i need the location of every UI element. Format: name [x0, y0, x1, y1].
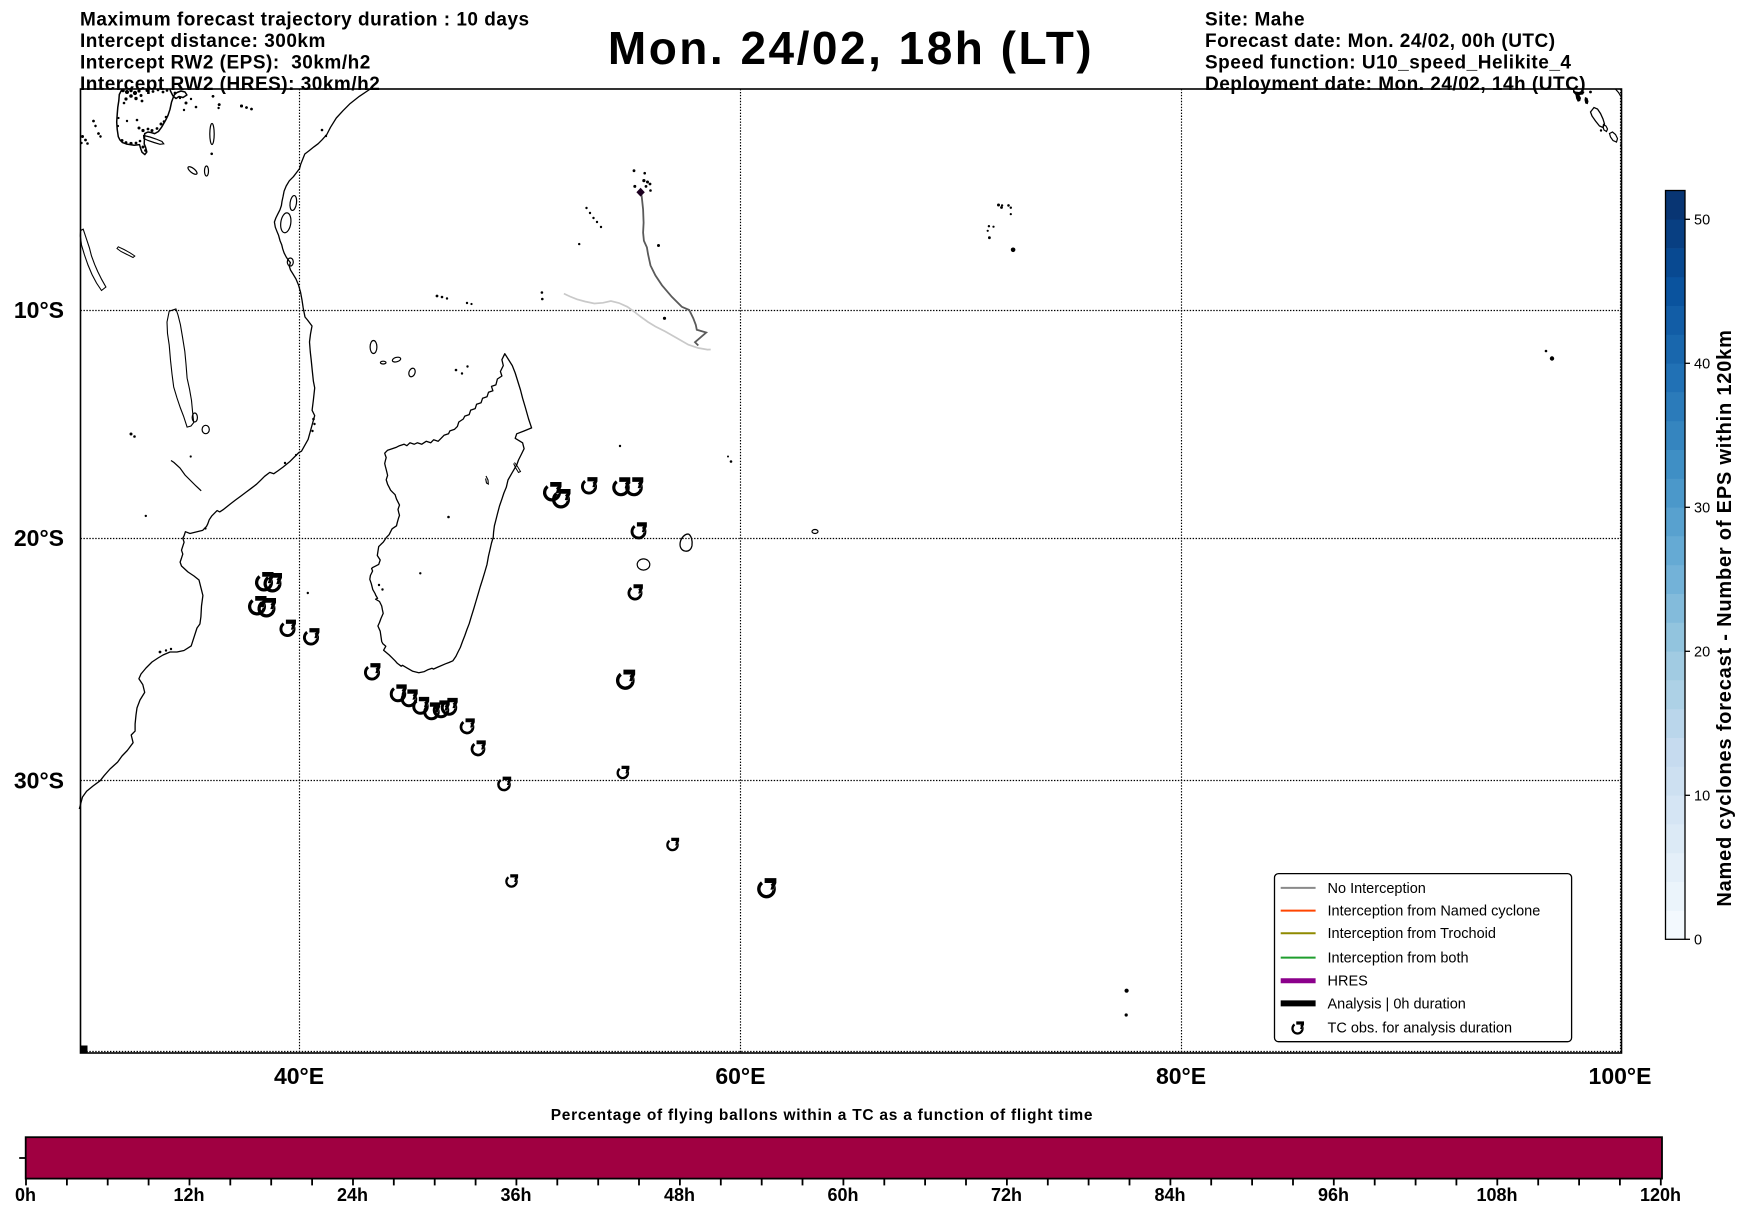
svg-text:24h: 24h	[337, 1185, 368, 1205]
svg-text:0: 0	[1694, 932, 1702, 948]
svg-text:96h: 96h	[1318, 1185, 1349, 1205]
svg-text:10: 10	[1694, 788, 1710, 804]
svg-text:TC obs. for analysis duration: TC obs. for analysis duration	[1328, 1021, 1513, 1037]
svg-text:0h: 0h	[15, 1185, 36, 1205]
svg-text:Forecast date: Mon. 24/02, 00h: Forecast date: Mon. 24/02, 00h (UTC)	[1205, 31, 1556, 52]
svg-text:40: 40	[1694, 356, 1710, 372]
svg-text:Speed function: U10_speed_Heli: Speed function: U10_speed_Helikite_4	[1205, 53, 1571, 74]
svg-text:40°E: 40°E	[274, 1063, 324, 1089]
svg-text:48h: 48h	[664, 1185, 695, 1205]
svg-text:100°E: 100°E	[1589, 1063, 1652, 1089]
svg-text:20°S: 20°S	[14, 525, 64, 551]
svg-text:60h: 60h	[827, 1185, 858, 1205]
svg-text:60°E: 60°E	[715, 1063, 765, 1089]
svg-text:80°E: 80°E	[1156, 1063, 1206, 1089]
svg-text:Named cyclones forecast - Numb: Named cyclones forecast - Number of EPS …	[1714, 329, 1736, 906]
svg-text:30°S: 30°S	[14, 768, 64, 794]
svg-text:Intercept RW2 (HRES): 30km/h2: Intercept RW2 (HRES): 30km/h2	[80, 74, 380, 95]
svg-text:36h: 36h	[500, 1185, 531, 1205]
svg-text:Interception from Named cyclon: Interception from Named cyclone	[1328, 904, 1541, 920]
svg-text:Interception from both: Interception from both	[1328, 951, 1469, 967]
svg-text:No Interception: No Interception	[1328, 881, 1426, 897]
svg-text:108h: 108h	[1476, 1185, 1517, 1205]
svg-text:Mon. 24/02, 18h (LT): Mon. 24/02, 18h (LT)	[608, 22, 1094, 74]
svg-text:20: 20	[1694, 644, 1710, 660]
svg-text:Site: Mahe: Site: Mahe	[1205, 10, 1305, 31]
svg-text:72h: 72h	[991, 1185, 1022, 1205]
svg-text:30: 30	[1694, 500, 1710, 516]
svg-text:Percentage of flying ballons w: Percentage of flying ballons within a TC…	[551, 1107, 1094, 1124]
svg-text:Maximum forecast trajectory du: Maximum forecast trajectory duration : 1…	[80, 10, 530, 31]
svg-text:50: 50	[1694, 212, 1710, 228]
svg-text:Analysis | 0h duration: Analysis | 0h duration	[1328, 996, 1466, 1012]
svg-text:Intercept distance: 300km: Intercept distance: 300km	[80, 31, 326, 52]
svg-text:120h: 120h	[1640, 1185, 1681, 1205]
svg-text:HRES: HRES	[1328, 974, 1368, 990]
svg-text:Intercept RW2 (EPS): 30km/h2: Intercept RW2 (EPS): 30km/h2	[80, 53, 371, 74]
svg-text:Interception from Trochoid: Interception from Trochoid	[1328, 926, 1496, 942]
svg-text:12h: 12h	[173, 1185, 204, 1205]
svg-text:10°S: 10°S	[14, 297, 64, 323]
svg-text:Deployment date: Mon. 24/02, 1: Deployment date: Mon. 24/02, 14h (UTC)	[1205, 74, 1586, 95]
svg-text:84h: 84h	[1154, 1185, 1185, 1205]
